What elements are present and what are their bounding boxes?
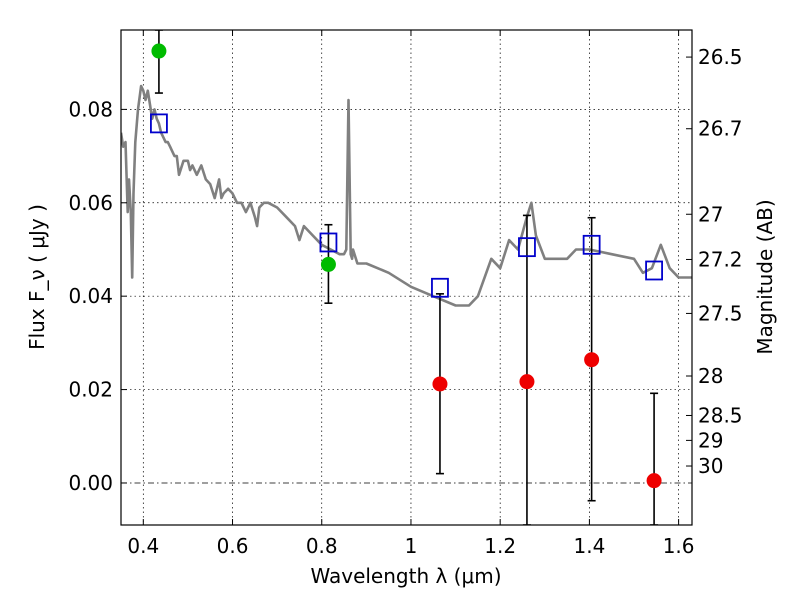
right-tick-label: 29: [698, 428, 723, 452]
x-tick-label: 1: [405, 534, 418, 558]
model-photometry-square: [582, 234, 601, 255]
plot-frame: [120, 29, 693, 526]
model-photometry-square: [645, 260, 663, 281]
y-tick-label: 0.04: [68, 284, 113, 308]
y-axis-label-right: Magnitude (AB): [753, 199, 777, 354]
y-tick-label: 0.02: [68, 378, 113, 402]
model-photometry-square: [431, 277, 449, 298]
observed-flux-point: [646, 473, 662, 489]
right-tick-label: 30: [698, 454, 723, 478]
x-axis-label: Wavelength λ (μm): [310, 564, 501, 588]
x-tick-label: 1.4: [573, 534, 605, 558]
y-axis-label-left: Flux F_ν ( μJy ): [25, 204, 49, 350]
observed-flux-point: [151, 43, 167, 59]
y-tick-label: 0.08: [68, 97, 113, 121]
observed-flux-point: [320, 256, 336, 272]
data-markers: [150, 43, 663, 489]
x-tick-label: 1.6: [663, 534, 695, 558]
right-tick-label: 27.2: [698, 247, 743, 271]
model-spectrum: [121, 84, 692, 307]
model-photometry-square: [518, 237, 536, 258]
right-tick-label: 28.5: [698, 403, 743, 427]
model-photometry-square: [319, 232, 338, 253]
x-tick-label: 0.4: [127, 534, 159, 558]
right-tick-label: 27: [698, 202, 723, 226]
observed-flux-point: [519, 374, 535, 390]
right-tick-label: 27.5: [698, 301, 743, 325]
spectrum-line: [121, 84, 692, 307]
right-tick-label: 26.5: [698, 45, 743, 69]
right-tick-label: 26.7: [698, 117, 743, 141]
x-tick-label: 1.2: [484, 534, 516, 558]
right-tick-label: 28: [698, 364, 723, 388]
observed-flux-point: [432, 376, 448, 392]
axis-ticks: 0.4 0.6 0.8 1 1.2 1.4 1.6 0.00 0.02 0.04 0.06 0.08 2…: [68, 30, 743, 558]
y-tick-label: 0.06: [68, 191, 113, 215]
model-photometry-square: [150, 113, 168, 134]
x-tick-label: 0.8: [306, 534, 338, 558]
observed-flux-point: [584, 352, 600, 368]
x-tick-label: 0.6: [217, 534, 249, 558]
y-tick-label: 0.00: [68, 471, 113, 495]
